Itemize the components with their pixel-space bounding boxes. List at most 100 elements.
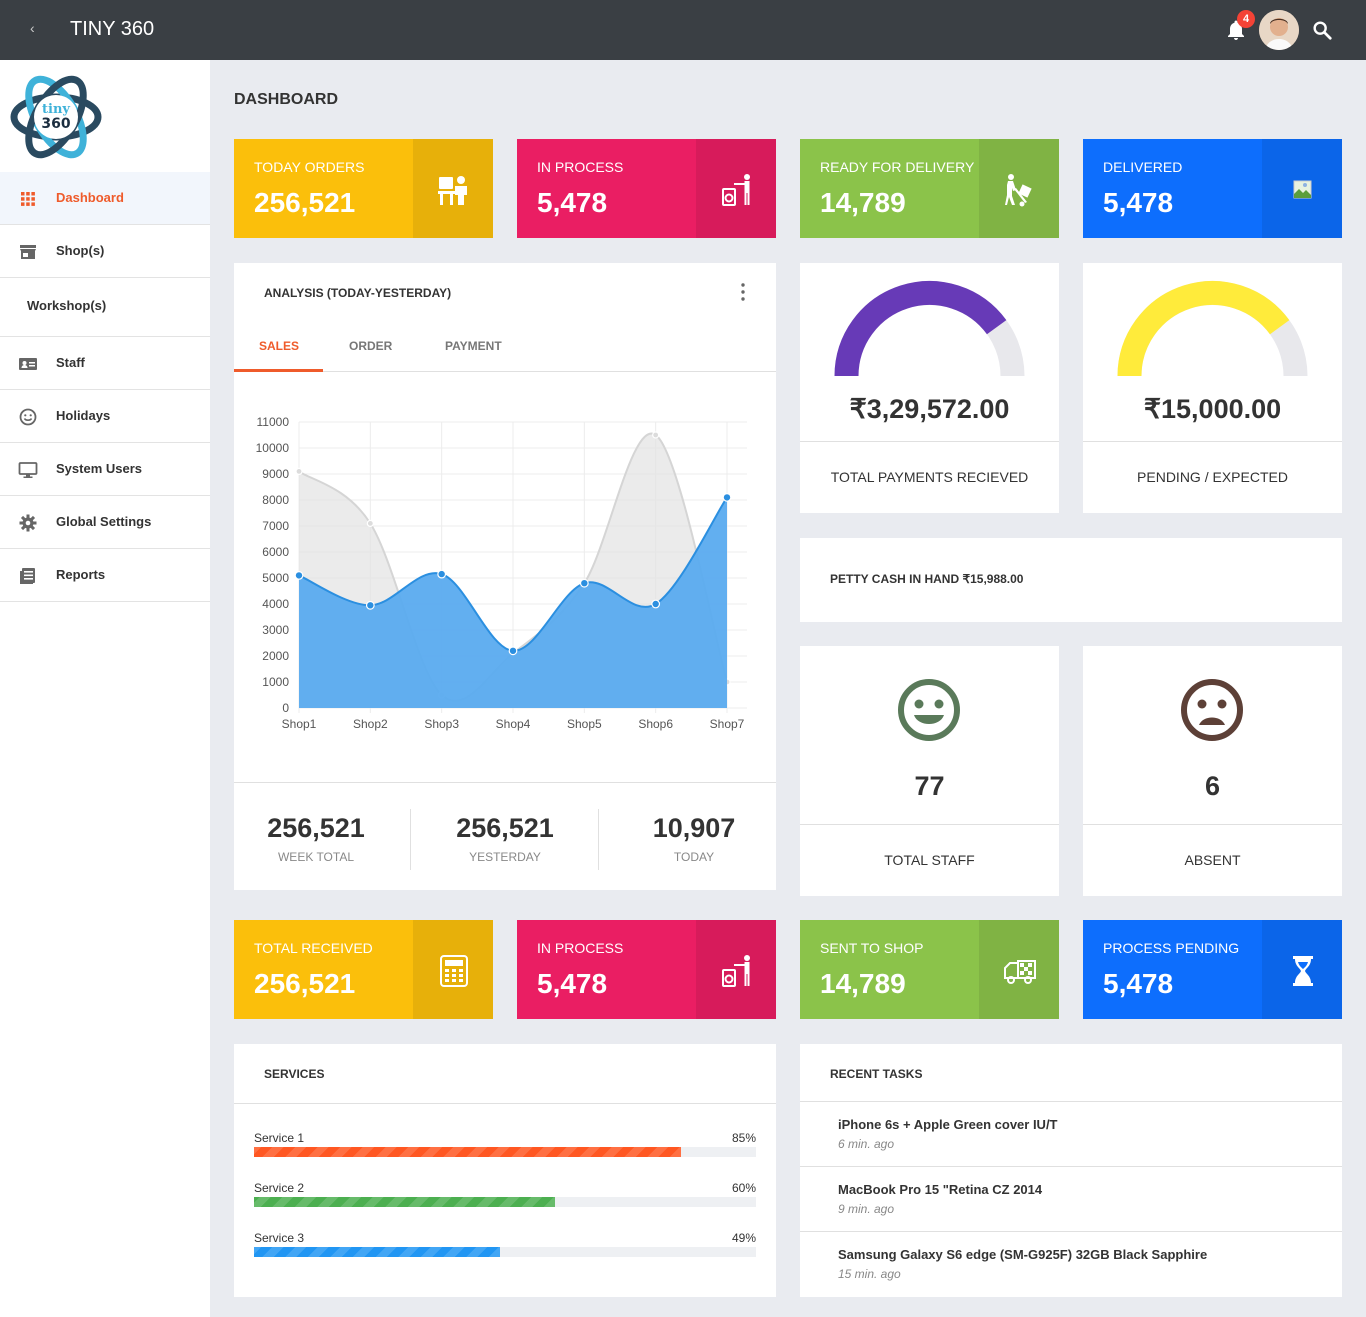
grid-icon (21, 192, 35, 206)
sidebar-item-label: Holidays (56, 408, 111, 423)
list-item[interactable]: MacBook Pro 15 "Retina CZ 2014 9 min. ag… (800, 1166, 1342, 1231)
stat-value: 14,789 (820, 968, 906, 999)
y-tick-label: 11000 (257, 415, 290, 429)
x-tick-label: Shop4 (496, 717, 531, 731)
person-at-desk-icon (438, 176, 467, 205)
tab-sales[interactable]: SALES (259, 339, 300, 353)
summary-yesterday: 256,521 YESTERDAY (415, 813, 595, 864)
notification-badge[interactable]: 4 (1237, 10, 1255, 28)
list-item[interactable]: iPhone 6s + Apple Green cover IU/T 6 min… (800, 1101, 1342, 1166)
x-tick-label: Shop3 (424, 717, 459, 731)
data-point (294, 570, 304, 580)
petty-cash-label: PETTY CASH IN HAND ₹15,988.00 (830, 572, 1024, 586)
summary-label: TODAY (673, 850, 715, 864)
stat-card-today-orders[interactable]: TODAY ORDERS 256,521 (234, 139, 493, 238)
stat-card-sent-to-shop[interactable]: SENT TO SHOP 14,789 (800, 920, 1059, 1019)
search-icon[interactable] (1311, 19, 1333, 41)
stat-value: 5,478 (1103, 968, 1174, 999)
divider (234, 1103, 776, 1104)
x-tick-label: Shop1 (282, 717, 317, 731)
gauge-fill (1117, 281, 1290, 377)
data-point (579, 578, 589, 588)
service-percent: 60% (731, 1181, 756, 1195)
avatar[interactable] (1259, 10, 1299, 50)
stat-card-ready-for-delivery[interactable]: READY FOR DELIVERY 14,789 (800, 139, 1059, 238)
sidebar-item-holidays[interactable]: Holidays (0, 390, 210, 443)
total-staff-label: TOTAL STAFF (800, 824, 1059, 896)
happy-face-icon (898, 679, 960, 741)
sidebar-item-label: Dashboard (56, 190, 124, 205)
stat-value: 14,789 (820, 187, 906, 218)
stat-label: PROCESS PENDING (1103, 940, 1240, 956)
sidebar-item-workshops[interactable]: Workshop(s) (0, 278, 210, 337)
task-title: MacBook Pro 15 "Retina CZ 2014 (838, 1182, 1043, 1197)
data-point (722, 492, 732, 502)
menu-toggle-icon[interactable]: ‹ (30, 20, 35, 36)
y-tick-label: 3000 (262, 623, 289, 637)
sidebar-item-dashboard[interactable]: Dashboard (0, 172, 210, 225)
stat-card-in-process-2[interactable]: IN PROCESS 5,478 (517, 920, 776, 1019)
y-tick-label: 0 (282, 701, 289, 715)
summary-value: 256,521 (456, 813, 554, 843)
list-item[interactable]: Samsung Galaxy S6 edge (SM-G925F) 32GB B… (800, 1231, 1342, 1296)
stat-icon-box (1262, 139, 1342, 238)
service-row: Service 1 85% (254, 1131, 756, 1181)
stat-card-process-pending[interactable]: PROCESS PENDING 5,478 (1083, 920, 1342, 1019)
stat-card-delivered[interactable]: DELIVERED 5,478 (1083, 139, 1342, 238)
absent-label: ABSENT (1083, 824, 1342, 896)
task-time: 9 min. ago (838, 1202, 895, 1216)
stat-icon-box (413, 920, 493, 1019)
data-point (652, 431, 660, 439)
active-tab-indicator (234, 369, 323, 372)
payments-received-card: ₹3,29,572.00 TOTAL PAYMENTS RECIEVED (800, 263, 1059, 513)
tab-payment[interactable]: PAYMENT (445, 339, 502, 353)
service-row: Service 2 60% (254, 1181, 756, 1231)
svg-text:tiny: tiny (42, 102, 70, 117)
sidebar: tiny 360 Dashboard Shop(s) Workshop(s) S… (0, 60, 210, 1317)
sidebar-item-global-settings[interactable]: Global Settings (0, 496, 210, 549)
calculator-icon (440, 955, 468, 987)
sidebar-item-staff[interactable]: Staff (0, 337, 210, 390)
service-name: Service 3 (254, 1231, 305, 1245)
series-line (298, 432, 728, 702)
progress-track (254, 1247, 756, 1257)
sidebar-item-label: Staff (56, 355, 85, 370)
service-name: Service 2 (254, 1181, 305, 1195)
data-point (295, 467, 303, 476)
stat-card-in-process[interactable]: IN PROCESS 5,478 (517, 139, 776, 238)
divider (410, 809, 411, 870)
stat-value: 256,521 (254, 187, 356, 218)
analysis-summary: 256,521 WEEK TOTAL 256,521 YESTERDAY 10,… (234, 782, 776, 890)
y-tick-label: 9000 (262, 467, 289, 481)
summary-value: 10,907 (652, 813, 736, 843)
stat-icon-box (696, 920, 776, 1019)
tab-order[interactable]: ORDER (349, 339, 393, 353)
payments-received-gauge (834, 281, 1025, 377)
stat-label: SENT TO SHOP (820, 940, 924, 956)
payments-pending-label: PENDING / EXPECTED (1083, 441, 1342, 513)
stat-label: DELIVERED (1103, 159, 1183, 175)
task-title: Samsung Galaxy S6 edge (SM-G925F) 32GB B… (838, 1247, 1208, 1262)
divider (598, 809, 599, 870)
sidebar-item-shops[interactable]: Shop(s) (0, 225, 210, 278)
tiny360-logo: tiny 360 (10, 75, 102, 159)
services-title: SERVICES (264, 1067, 325, 1081)
sidebar-item-reports[interactable]: Reports (0, 549, 210, 602)
more-options-icon[interactable] (741, 283, 745, 301)
analysis-title: ANALYSIS (TODAY-YESTERDAY) (264, 286, 452, 300)
progress-track (254, 1197, 756, 1207)
delivery-trolley-icon (1005, 174, 1032, 207)
laundry-worker-icon (722, 955, 750, 987)
smiley-icon (19, 408, 37, 426)
sidebar-item-system-users[interactable]: System Users (0, 443, 210, 496)
service-name: Service 1 (254, 1131, 305, 1145)
top-bar: ‹ TINY 360 4 (0, 0, 1366, 60)
stat-label: READY FOR DELIVERY (820, 159, 975, 175)
task-time: 6 min. ago (838, 1137, 895, 1151)
data-point (508, 646, 518, 656)
stat-card-total-received[interactable]: TOTAL RECEIVED 256,521 (234, 920, 493, 1019)
data-point (651, 599, 661, 609)
payments-received-value: ₹3,29,572.00 (849, 394, 1010, 424)
payments-pending-card: ₹15,000.00 PENDING / EXPECTED (1083, 263, 1342, 513)
y-tick-label: 10000 (256, 441, 290, 455)
